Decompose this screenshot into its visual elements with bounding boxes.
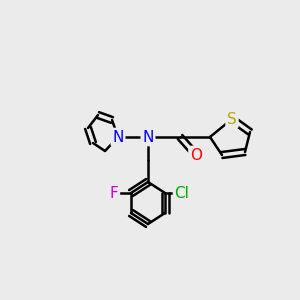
Text: Cl: Cl <box>175 185 189 200</box>
Text: N: N <box>142 130 154 145</box>
Text: O: O <box>190 148 202 163</box>
Text: S: S <box>227 112 237 127</box>
Text: F: F <box>110 185 118 200</box>
Text: N: N <box>112 130 124 145</box>
